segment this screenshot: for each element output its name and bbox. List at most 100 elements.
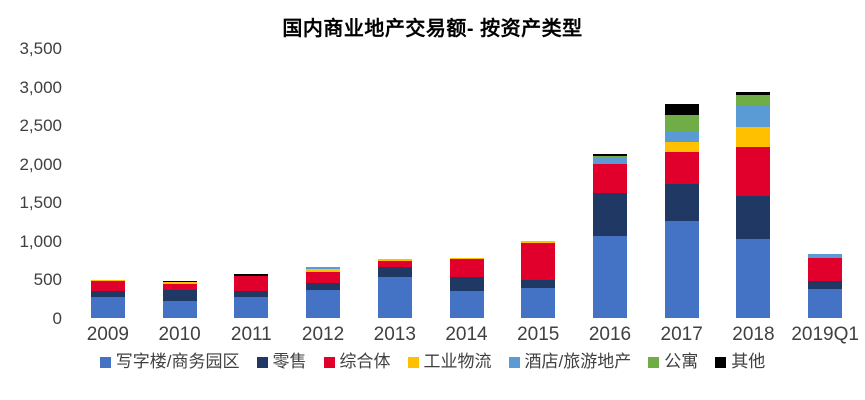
bar-2018-segment-6 <box>736 92 771 96</box>
legend-item-3: 工业物流 <box>407 352 492 372</box>
bar-2010-segment-1 <box>162 290 197 302</box>
bar-2017-segment-5 <box>664 115 699 131</box>
bar-2014-segment-0 <box>449 291 484 318</box>
bar-2019Q1-segment-0 <box>808 289 843 318</box>
legend-item-4: 酒店/旅游地产 <box>508 352 632 372</box>
bar-2010-segment-6 <box>162 280 197 283</box>
bar-2017-segment-4 <box>664 130 699 142</box>
bar-2018-segment-2 <box>736 146 771 196</box>
bar-2013 <box>377 259 412 318</box>
legend-label: 工业物流 <box>423 352 492 371</box>
y-axis-tick-label: 0 <box>52 308 62 328</box>
bar-2013-segment-2 <box>377 261 412 268</box>
x-axis-label-2011: 2011 <box>230 324 272 345</box>
legend-swatch-icon <box>508 356 520 368</box>
bar-2018-segment-3 <box>736 126 771 147</box>
bar-2014 <box>449 257 484 318</box>
legend-label: 零售 <box>272 352 307 371</box>
bar-2019Q1 <box>808 254 843 318</box>
bar-2012-segment-2 <box>306 271 341 283</box>
bar-2011-segment-6 <box>234 274 269 276</box>
bar-2010-segment-3 <box>162 282 197 285</box>
bar-2016-segment-6 <box>592 154 627 157</box>
bar-2011 <box>234 274 269 318</box>
bar-2015-segment-0 <box>521 287 556 318</box>
bar-2019Q1-segment-4 <box>808 254 843 258</box>
bar-2014-segment-3 <box>449 257 484 260</box>
bar-2017 <box>664 104 699 318</box>
legend-swatch-icon <box>323 356 335 368</box>
x-axis-label-2017: 2017 <box>660 324 703 345</box>
y-axis-tick-label: 2,000 <box>19 154 62 174</box>
bar-2018-segment-4 <box>736 105 771 127</box>
bar-2009-segment-2 <box>90 281 125 292</box>
bar-2016-segment-1 <box>592 192 627 236</box>
x-axis-label-2015: 2015 <box>517 324 560 345</box>
y-axis-tick-label: 1,000 <box>19 231 62 251</box>
bar-2011-segment-2 <box>234 275 269 291</box>
y-axis-tick-label: 3,000 <box>19 77 62 97</box>
bar-2015-segment-1 <box>521 279 556 288</box>
bar-2017-segment-6 <box>664 104 699 116</box>
legend-item-2: 综合体 <box>323 352 391 372</box>
bar-2011-segment-0 <box>234 296 269 318</box>
bar-2018-segment-0 <box>736 239 771 318</box>
bar-2013-segment-1 <box>377 267 412 278</box>
legend-swatch-icon <box>99 356 111 368</box>
bar-2016-segment-4 <box>592 157 627 164</box>
x-axis-label-2009: 2009 <box>86 324 129 345</box>
legend-label: 其他 <box>731 352 766 371</box>
bar-2016 <box>592 154 627 318</box>
legend-item-1: 零售 <box>256 352 307 372</box>
bar-2016-segment-5 <box>592 156 627 158</box>
bar-2009 <box>90 279 125 318</box>
x-axis-label-2019Q1: 2019Q1 <box>791 324 859 345</box>
bar-2018-segment-1 <box>736 195 771 240</box>
bar-2017-segment-2 <box>664 152 699 185</box>
bar-2015-segment-2 <box>521 242 556 280</box>
legend-item-0: 写字楼/商务园区 <box>99 352 240 372</box>
bar-2017-segment-0 <box>664 220 699 318</box>
legend-swatch-icon <box>407 356 419 368</box>
bar-2018-segment-5 <box>736 95 771 106</box>
x-axis-label-2014: 2014 <box>445 324 488 345</box>
bar-2017-segment-1 <box>664 184 699 221</box>
bar-2010 <box>162 280 197 318</box>
bar-2017-segment-3 <box>664 141 699 153</box>
bar-2012 <box>306 266 341 318</box>
x-axis-label-2013: 2013 <box>373 324 416 345</box>
bar-2016-segment-0 <box>592 236 627 318</box>
bar-2011-segment-1 <box>234 290 269 297</box>
bar-2015-segment-3 <box>521 241 556 243</box>
y-axis-tick-label: 500 <box>33 270 62 289</box>
x-axis-label-2010: 2010 <box>158 324 201 345</box>
y-axis-tick-label: 1,500 <box>19 193 62 212</box>
bar-2016-segment-2 <box>592 164 627 193</box>
bar-2009-segment-1 <box>90 291 125 298</box>
legend-label: 酒店/旅游地产 <box>524 352 632 371</box>
bar-2010-segment-2 <box>162 284 197 291</box>
legend-swatch-icon <box>256 356 268 368</box>
legend-item-6: 其他 <box>715 352 765 372</box>
legend-label: 公寓 <box>664 352 699 371</box>
bar-2012-segment-4 <box>306 266 341 269</box>
bar-2013-segment-0 <box>377 277 412 318</box>
bar-2019Q1-segment-1 <box>808 281 843 290</box>
x-axis-label-2018: 2018 <box>732 324 775 345</box>
legend-swatch-icon <box>648 356 660 368</box>
chart-title: 国内商业地产交易额- 按资产类型 <box>282 18 583 40</box>
bar-2014-segment-1 <box>449 277 484 292</box>
x-axis-label-2016: 2016 <box>588 324 632 345</box>
y-axis-tick-label: 2,500 <box>19 116 62 135</box>
bar-2015 <box>521 241 556 318</box>
legend: 写字楼/商务园区 零售 综合体 工业物流 酒店/旅游地产 公寓 其他 <box>0 352 865 372</box>
bar-2012-segment-1 <box>306 282 341 290</box>
bar-2013-segment-3 <box>377 259 412 262</box>
legend-label: 写字楼/商务园区 <box>115 352 240 371</box>
legend-swatch-icon <box>715 356 727 368</box>
bar-2019Q1-segment-2 <box>808 257 843 282</box>
bar-2014-segment-2 <box>449 259 484 278</box>
bar-2012-segment-0 <box>306 289 341 318</box>
legend-item-5: 公寓 <box>648 352 698 372</box>
